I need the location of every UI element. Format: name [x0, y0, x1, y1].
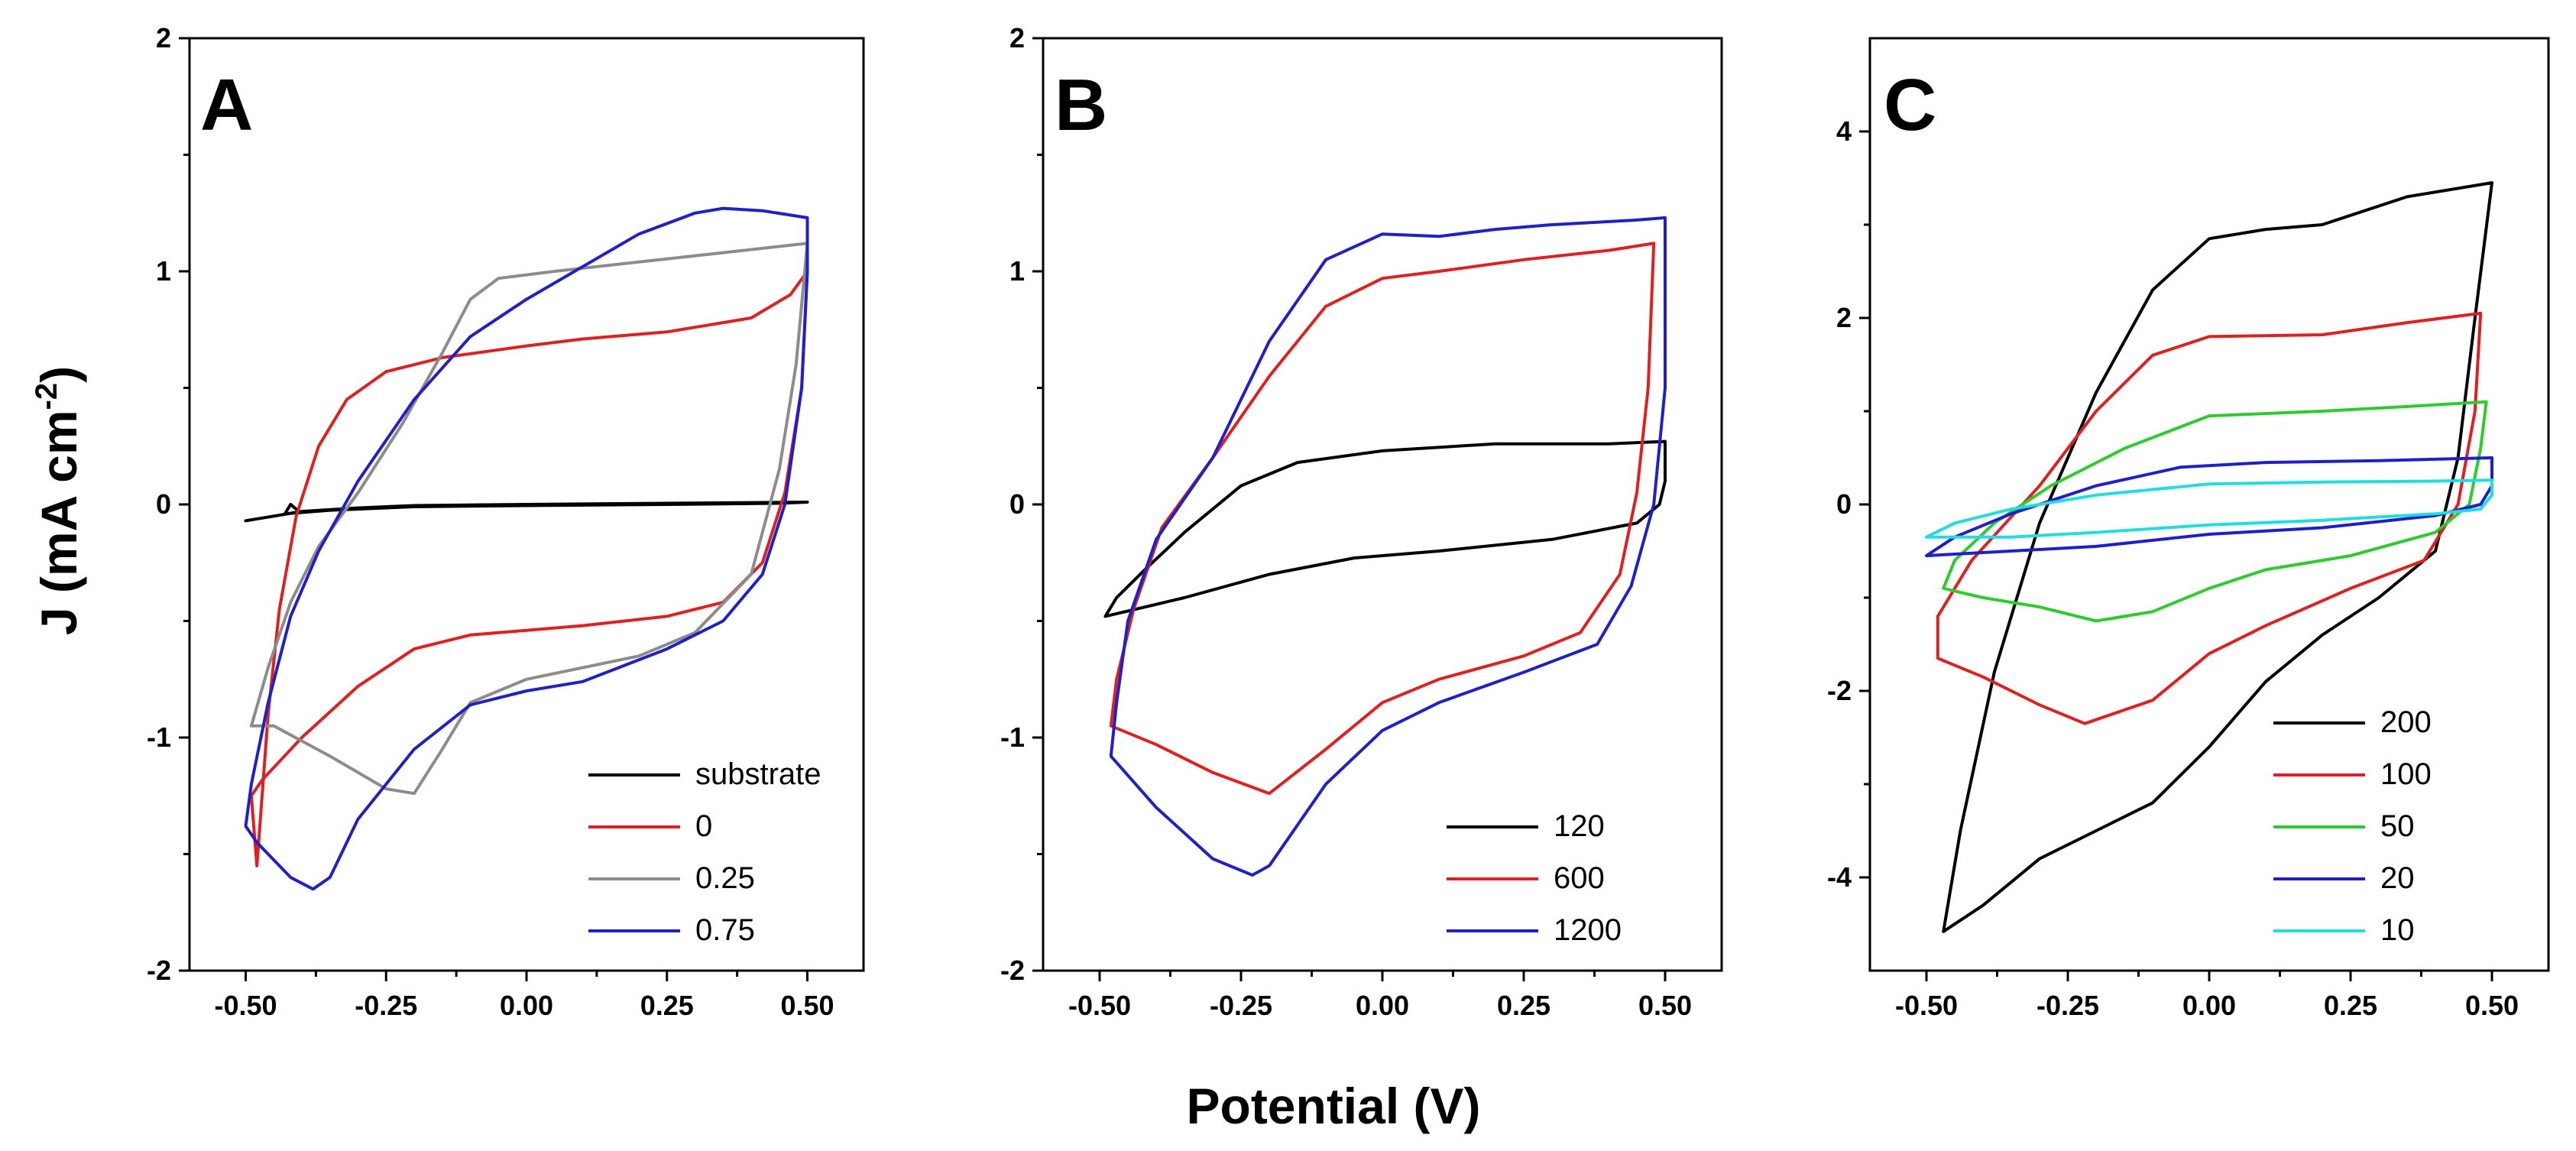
series-line-120	[1103, 439, 1667, 618]
legend-label: 0	[695, 809, 712, 843]
x-axis-title: Potential (V)	[1186, 1078, 1480, 1134]
legend-label: 0.25	[695, 861, 755, 895]
legend-label: 120	[1554, 809, 1605, 843]
legend-label: 10	[2380, 913, 2415, 947]
y-tick-label: 0	[156, 488, 171, 520]
panel-c: -0.50 -0.25 0.00 0.25 0.50 -4 -2 0 2 4 C 200 100 50 20…	[1827, 37, 2550, 1021]
x-tick-label: 0.50	[1638, 990, 1692, 1021]
y-axis-title: J (mA cm-2)	[30, 366, 87, 635]
legend-label: 600	[1554, 861, 1605, 895]
legend-label: 1200	[1554, 913, 1622, 947]
x-tick-label: -0.25	[2036, 990, 2099, 1021]
y-axis-title-close: )	[31, 366, 87, 383]
y-tick-label: -2	[1000, 955, 1025, 986]
x-tick-label: -0.50	[1895, 990, 1958, 1021]
panel-letter: C	[1884, 64, 1936, 146]
x-tick-label: -0.25	[355, 990, 417, 1021]
legend-label: 20	[2380, 861, 2415, 895]
legend-label: 50	[2380, 809, 2415, 843]
x-tick-label: 0.25	[2324, 990, 2377, 1021]
legend-label: substrate	[695, 757, 821, 791]
legend-label: 200	[2380, 705, 2432, 739]
y-tick-label: -2	[1827, 675, 1852, 706]
x-tick-label: -0.25	[1210, 990, 1272, 1021]
x-tick-label: 0.25	[1497, 990, 1550, 1021]
series-line-20	[1925, 456, 2493, 558]
series-line-10	[1925, 478, 2493, 539]
y-tick-label: 1	[1009, 255, 1025, 287]
y-tick-label: 0	[1836, 488, 1852, 520]
panel-letter: B	[1055, 64, 1107, 146]
series-line-0-25	[249, 242, 809, 796]
series-line-0-75	[244, 206, 809, 891]
y-tick-label: 0	[1009, 488, 1025, 520]
x-tick-label: 0.50	[2465, 990, 2519, 1021]
x-tick-label: 0.00	[500, 990, 553, 1021]
y-tick-label: 2	[1009, 22, 1025, 53]
series-line-100	[1936, 311, 2483, 725]
y-tick-label: -2	[147, 955, 171, 986]
series-line-600	[1109, 242, 1656, 796]
x-tick-label: 0.25	[640, 990, 694, 1021]
x-tick-label: -0.50	[1068, 990, 1131, 1021]
y-tick-label: 2	[156, 22, 171, 53]
y-tick-label: -4	[1827, 861, 1852, 893]
series-line-1200	[1109, 216, 1667, 877]
y-axis-title-main: J (mA cm	[31, 410, 87, 635]
x-tick-label: 0.00	[1356, 990, 1409, 1021]
x-tick-label: -0.50	[214, 990, 277, 1021]
panel-letter: A	[200, 64, 253, 146]
y-tick-label: 4	[1836, 115, 1852, 147]
legend-label: 0.75	[695, 913, 755, 947]
plot-frame	[1042, 37, 1723, 972]
x-tick-label: 0.50	[780, 990, 834, 1021]
legend-label: 100	[2380, 757, 2432, 791]
y-tick-label: -1	[1000, 721, 1025, 753]
y-tick-label: 1	[156, 255, 171, 287]
y-axis-title-sup: -2	[30, 383, 63, 410]
y-tick-label: -1	[147, 721, 171, 753]
series-line-substrate	[244, 501, 809, 523]
series-line-50	[1942, 400, 2488, 623]
panel-b: -0.50 -0.25 0.00 0.25 0.50 -2 -1 0 1 2B 120 600 1200	[1000, 22, 1723, 1021]
y-tick-label: 2	[1836, 302, 1852, 333]
x-tick-label: 0.00	[2182, 990, 2236, 1021]
